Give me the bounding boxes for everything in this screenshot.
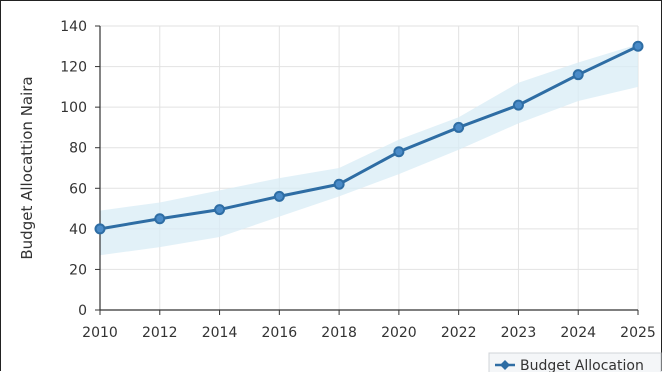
x-tick-label: 2014 (202, 325, 238, 341)
data-point[interactable] (632, 40, 644, 52)
legend-diamond-icon (500, 360, 510, 370)
y-tick-label: 20 (69, 262, 87, 278)
data-point[interactable] (572, 69, 584, 81)
confidence-band (100, 44, 638, 256)
legend-label: Budget Allocation (520, 358, 644, 372)
band-area (100, 44, 638, 256)
x-tick-label: 2016 (262, 325, 298, 341)
y-axis-title: Budget Allocattion Naira (18, 76, 36, 259)
y-tick-label: 0 (78, 303, 87, 319)
legend[interactable]: Budget Allocation (488, 352, 662, 372)
x-tick-label: 2020 (381, 325, 417, 341)
data-point[interactable] (333, 178, 345, 190)
data-point[interactable] (214, 204, 226, 216)
data-point[interactable] (512, 99, 524, 111)
y-tick-label: 40 (69, 222, 87, 238)
y-tick-label: 120 (60, 60, 87, 76)
data-point[interactable] (154, 213, 166, 225)
y-tick-label: 60 (69, 181, 87, 197)
axes: 0 20 40 60 80 100 120 140 2010 2012 2014 2016 2018 20… (60, 19, 656, 341)
series-layer (94, 40, 644, 235)
x-tick-label: 2023 (501, 325, 537, 341)
data-point[interactable] (453, 121, 465, 133)
data-point[interactable] (393, 146, 405, 158)
y-tick-label: 100 (60, 100, 87, 116)
x-tick-label: 2025 (620, 325, 656, 341)
legend-box (488, 352, 662, 372)
series-line (99, 44, 639, 231)
y-tick-label: 80 (69, 141, 87, 157)
data-point[interactable] (273, 190, 285, 202)
data-point[interactable] (94, 223, 106, 235)
x-tick-label: 2024 (560, 325, 596, 341)
x-tick-label: 2012 (142, 325, 178, 341)
x-tick-label: 2018 (321, 325, 357, 341)
y-tick-label: 140 (60, 19, 87, 35)
x-tick-label: 2022 (441, 325, 477, 341)
x-tick-label: 2010 (82, 325, 118, 341)
